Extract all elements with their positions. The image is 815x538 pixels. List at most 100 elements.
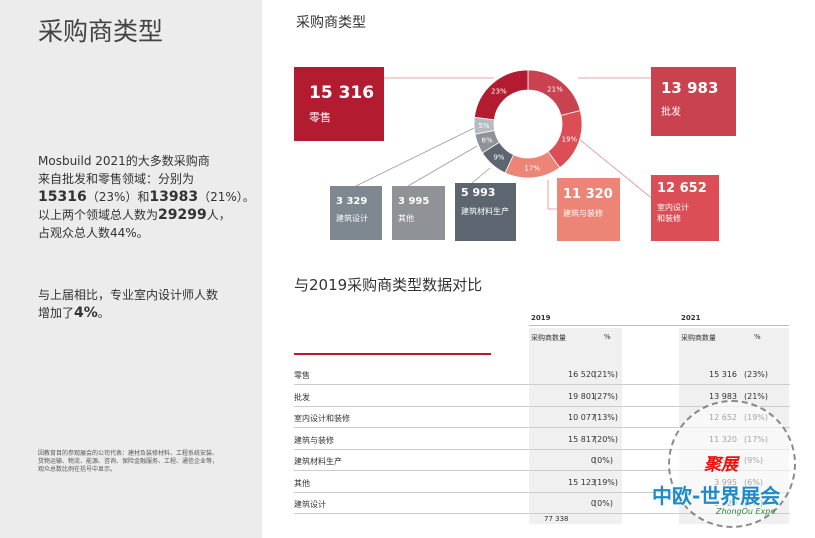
growth-value: 4%	[74, 305, 98, 321]
interior-box: 12 652 室内设计 和装修	[651, 175, 719, 241]
summary-text: （21%）。	[198, 190, 255, 204]
donut-chart: 21% 19% 17% 9% 6% 5% 23%	[473, 69, 583, 179]
connector-materials	[471, 167, 491, 184]
row-count-2021: 13 983	[709, 391, 737, 401]
design-box: 3 329 建筑设计	[330, 186, 382, 240]
row-pct-2019: (13%)	[594, 413, 619, 422]
footnote: 因教育目的参观展会的公司代表：建材及装修材料、工程系统安装、货物运输、物流、能源…	[38, 450, 219, 473]
materials-box-label: 建筑材料生产	[461, 207, 509, 216]
qr-watermark	[668, 400, 796, 528]
comparison-line-1: 与上届相比，专业室内设计师人数	[38, 288, 219, 302]
row-count-2019: 10 077	[568, 413, 596, 422]
summary-text: （23%）和	[86, 190, 150, 204]
col-count-2021: 采购商数量	[681, 334, 716, 342]
col-pct-2021: %	[754, 333, 761, 341]
other-box-number: 3 995	[398, 196, 430, 207]
row-category: 批发	[294, 392, 310, 402]
row-pct-2021: (23%)	[744, 370, 769, 379]
table-row: 批发 19 801 (27%) 13 983 (21%)	[294, 386, 790, 407]
other-box: 3 995 其他	[392, 186, 445, 240]
row-count-2021: 15 316	[709, 370, 737, 379]
total-2019: 77 338	[544, 515, 569, 523]
summary-line-1: Mosbuild 2021的大多数采购商	[38, 154, 210, 168]
row-pct-2019: (0%)	[594, 499, 613, 508]
table-row: 零售 16 520 (21%) 15 316 (23%)	[294, 364, 790, 385]
row-count-2019: 0	[590, 499, 596, 508]
retail-count: 15316	[38, 189, 87, 205]
retail-box-number: 15 316	[309, 83, 375, 103]
row-pct-2019: (27%)	[594, 391, 619, 401]
design-box-label: 建筑设计	[336, 214, 368, 223]
row-category: 建筑与装修	[294, 435, 334, 445]
watermark-badge: 聚展	[704, 455, 738, 475]
building-box-number: 11 320	[563, 187, 613, 202]
summary-text: 以上两个领域总人数为	[38, 208, 159, 222]
wholesale-box-number: 13 983	[661, 79, 719, 97]
header-divider	[529, 325, 789, 326]
row-category: 建筑材料生产	[294, 457, 342, 466]
materials-box: 5 993 建筑材料生产	[455, 183, 516, 241]
row-category: 零售	[294, 371, 310, 380]
wholesale-box-label: 批发	[661, 107, 681, 118]
row-category: 室内设计和装修	[294, 414, 350, 423]
donut-label-other: 6%	[482, 137, 493, 145]
donut-label-materials: 9%	[493, 154, 504, 162]
summary-text: 人，	[206, 208, 231, 222]
row-count-2019: 16 520	[568, 370, 596, 379]
accent-rule	[294, 353, 491, 355]
combined-count: 29299	[158, 207, 207, 223]
summary-line-3: 15316（23%）和13983（21%）。	[38, 188, 255, 206]
year-2021: 2021	[681, 314, 701, 322]
connector-interior	[573, 134, 655, 201]
design-box-number: 3 329	[336, 196, 368, 207]
row-count-2019: 0	[590, 456, 596, 465]
donut-label-wholesale: 21%	[547, 86, 563, 94]
row-category: 建筑设计	[294, 500, 326, 509]
summary-line-5: 占观众总人数44%。	[38, 226, 149, 240]
donut-label-retail: 23%	[491, 87, 507, 95]
row-count-2019: 15 123	[568, 477, 596, 487]
row-count-2019: 19 801	[568, 391, 596, 401]
comparison-text: 增加了	[38, 306, 75, 320]
left-panel: 采购商类型 Mosbuild 2021的大多数采购商 来自批发和零售领域：分别为…	[0, 0, 262, 538]
watermark-brand: 中欧-世界展会	[652, 484, 781, 508]
retail-box-label: 零售	[309, 111, 331, 124]
watermark-brand-en: ZhongOu Expo	[716, 507, 776, 516]
building-box: 11 320 建筑与装修	[557, 178, 620, 241]
col-pct-2019: %	[604, 333, 611, 341]
row-pct-2019: (21%)	[594, 370, 619, 379]
building-box-label: 建筑与装修	[563, 209, 603, 218]
donut-segment-retail	[473, 69, 529, 121]
other-box-label: 其他	[398, 214, 414, 223]
year-2019: 2019	[531, 314, 551, 322]
page-title: 采购商类型	[38, 17, 164, 46]
donut-label-design: 5%	[478, 122, 489, 130]
connector-other	[407, 145, 478, 187]
retail-box: 15 316 零售	[294, 67, 384, 141]
row-count-2019: 15 817	[568, 434, 596, 444]
comparison-line-2: 增加了4%。	[38, 304, 218, 322]
row-pct-2019: (0%)	[594, 456, 613, 465]
wholesale-box: 13 983 批发	[651, 67, 736, 136]
summary-paragraph: Mosbuild 2021的大多数采购商 来自批发和零售领域：分别为 15316…	[38, 152, 255, 242]
table-title: 与2019采购商类型数据对比	[294, 276, 483, 294]
donut-title: 采购商类型	[296, 15, 366, 31]
materials-box-number: 5 993	[461, 186, 496, 199]
comparison-paragraph: 与上届相比，专业室内设计师人数 增加了4%。	[38, 286, 218, 322]
summary-line-4: 以上两个领域总人数为29299人，	[38, 206, 255, 224]
summary-line-2: 来自批发和零售领域：分别为	[38, 172, 195, 186]
interior-box-number: 12 652	[657, 181, 707, 196]
donut-label-interior: 19%	[562, 135, 578, 143]
interior-box-label: 室内设计 和装修	[657, 203, 689, 223]
col-2019-bg	[529, 328, 622, 524]
row-pct-2021: (21%)	[744, 391, 769, 401]
comparison-text: 。	[97, 306, 110, 320]
donut-label-building: 17%	[524, 164, 540, 172]
row-pct-2019: (20%)	[594, 434, 619, 444]
row-category: 其他	[294, 478, 310, 488]
row-pct-2019: (19%)	[594, 477, 619, 487]
col-count-2019: 采购商数量	[531, 334, 566, 342]
wholesale-count: 13983	[149, 189, 199, 205]
connector-design	[355, 127, 475, 187]
